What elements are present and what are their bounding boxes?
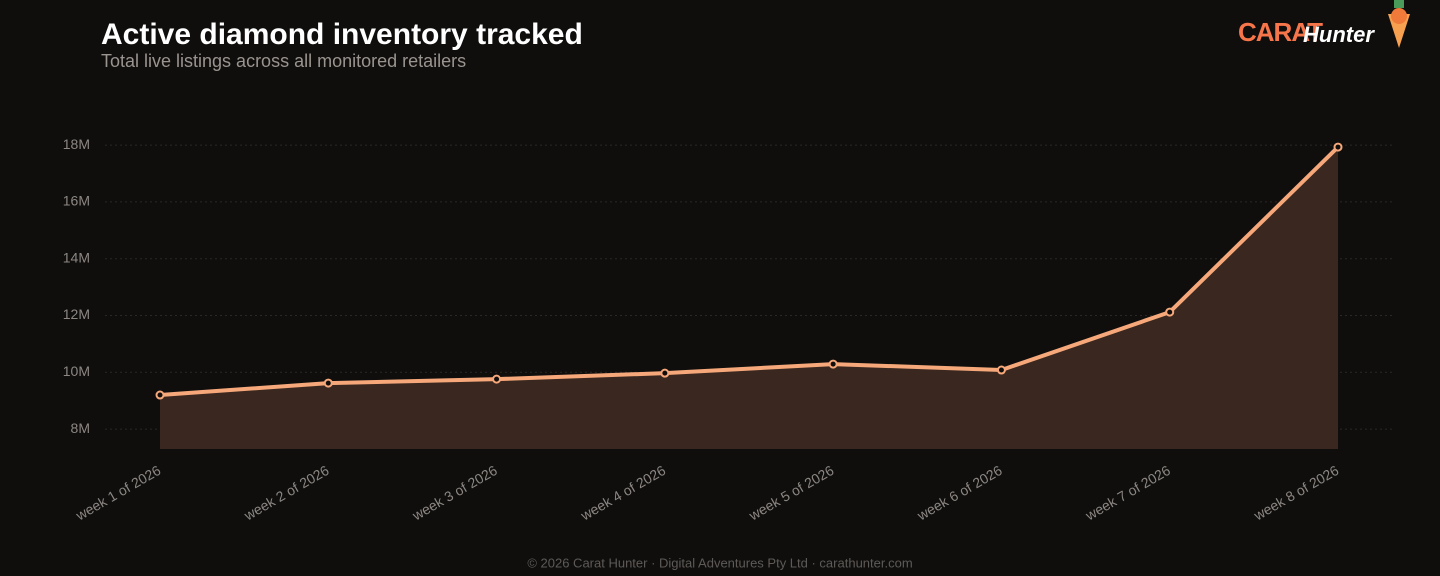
point [1165,307,1175,317]
y-tick-label: 12M [63,306,90,322]
point [1333,142,1343,152]
brand-name: CARAT [1238,17,1323,47]
brand-icon [1388,0,1410,48]
point [996,365,1006,375]
y-tick-label: 18M [63,136,90,152]
footer: © 2026 Carat Hunter · Digital Adventures… [527,555,912,570]
point [492,374,502,384]
y-tick-label: 14M [63,249,90,265]
point [828,359,838,369]
y-tick-label: 10M [63,363,90,379]
area [160,147,1338,450]
point [155,390,165,400]
point [660,368,670,378]
y-tick-label: 16M [63,193,90,209]
chart-title: Active diamond inventory tracked [101,18,583,51]
line [159,145,1340,398]
point [323,378,333,388]
y-tick-label: 8M [71,420,90,436]
brand-suffix: Hunter [1303,22,1375,47]
chart-subtitle: Total live listings across all monitored… [101,51,466,71]
